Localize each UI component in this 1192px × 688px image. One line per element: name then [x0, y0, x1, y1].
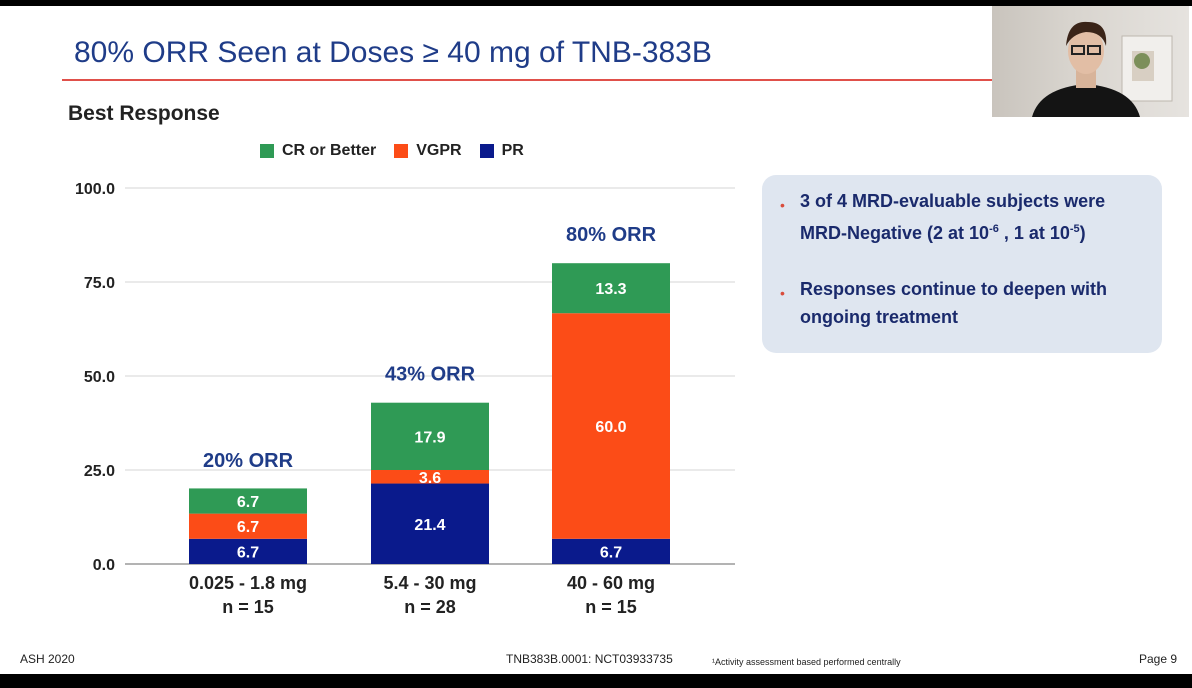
orr-label: 20% ORR	[203, 450, 294, 472]
bar-segment-pr	[189, 538, 307, 564]
y-tick-label: 100.0	[75, 181, 115, 198]
data-label: 6.7	[237, 494, 259, 511]
legend-swatch-cr	[260, 144, 274, 158]
finding-mrd-mid: , 1 at 10	[998, 223, 1070, 243]
bar-segment-vgpr	[189, 513, 307, 539]
finding-responses: Responses continue to deepen with ongoin…	[800, 279, 1108, 327]
bar-segment-cr-or-better	[189, 488, 307, 514]
presenter-webcam	[992, 6, 1189, 117]
finding-mrd-suffix: )	[1079, 223, 1086, 243]
bar-segment-pr	[552, 538, 670, 564]
footer-conference: ASH 2020	[20, 652, 75, 666]
data-label: 13.3	[595, 281, 626, 298]
x-category-n-label: n = 15	[222, 597, 274, 617]
finding-mrd-line1: 3 of 4 MRD-evaluable subjects were	[800, 191, 1106, 211]
bar-segment-vgpr	[371, 470, 489, 484]
legend-item-pr: PR	[479, 142, 524, 160]
chart-subtitle: Best Response	[68, 102, 220, 125]
orr-label: 43% ORR	[385, 363, 476, 385]
bar-segment-cr-or-better	[552, 263, 670, 314]
finding-mrd-sup2: -5	[1069, 223, 1080, 235]
bullet-icon: •	[780, 285, 785, 301]
legend-swatch-vgpr	[394, 144, 409, 158]
data-label: 6.7	[237, 544, 259, 561]
y-tick-label: 75.0	[84, 275, 115, 292]
data-label: 3.6	[419, 470, 441, 487]
legend-label-vgpr: VGPR	[416, 142, 462, 159]
bullet-icon: •	[780, 197, 785, 213]
y-tick-label: 25.0	[84, 463, 115, 480]
data-label: 6.7	[600, 544, 622, 561]
finding-mrd-line2-prefix: MRD-Negative (2 at 10	[800, 223, 990, 243]
bar-segment-cr-or-better	[371, 402, 489, 470]
legend-swatch-pr	[479, 144, 494, 158]
y-tick-label: 0.0	[93, 557, 115, 574]
finding-mrd: 3 of 4 MRD-evaluable subjects were MRD-N…	[800, 187, 1150, 247]
x-category-label: 40 - 60 mg	[567, 573, 655, 593]
finding-mrd-sup1: -6	[989, 223, 999, 235]
slide: 80% ORR Seen at Doses ≥ 40 mg of TNB-383…	[0, 6, 1192, 674]
data-label: 6.7	[237, 519, 259, 536]
legend-label-cr: CR or Better	[282, 142, 377, 159]
x-category-label: 0.025 - 1.8 mg	[189, 573, 307, 593]
legend-item-vgpr: VGPR	[394, 142, 462, 160]
footer-study-id: TNB383B.0001: NCT03933735	[506, 652, 673, 666]
x-category-label: 5.4 - 30 mg	[383, 573, 476, 593]
stacked-bar-chart: 0.0 25.0 50.0 75.0 100.0 6.7 6.7 6.7 20% ORR 0.02…	[75, 181, 735, 617]
key-findings-callout: • 3 of 4 MRD-evaluable subjects were MRD…	[762, 175, 1162, 353]
bar-segment-vgpr	[552, 313, 670, 539]
x-category-n-label: n = 15	[585, 597, 637, 617]
legend-item-cr: CR or Better	[260, 142, 376, 160]
legend-label-pr: PR	[501, 142, 524, 159]
x-category-n-label: n = 28	[404, 597, 456, 617]
presenter-video-icon	[1032, 21, 1173, 117]
data-label: 21.4	[414, 517, 445, 534]
footer-footnote: ¹Activity assessment based performed cen…	[712, 657, 901, 667]
chart-legend: CR or Better VGPR PR	[260, 142, 524, 160]
title-divider	[62, 79, 992, 81]
bar-segment-pr	[371, 483, 489, 564]
data-label: 17.9	[414, 429, 445, 446]
orr-label: 80% ORR	[566, 224, 657, 246]
data-label: 60.0	[595, 419, 626, 436]
y-tick-label: 50.0	[84, 369, 115, 386]
slide-title: 80% ORR Seen at Doses ≥ 40 mg of TNB-383…	[74, 36, 712, 69]
footer-page-number: Page 9	[1139, 652, 1178, 666]
